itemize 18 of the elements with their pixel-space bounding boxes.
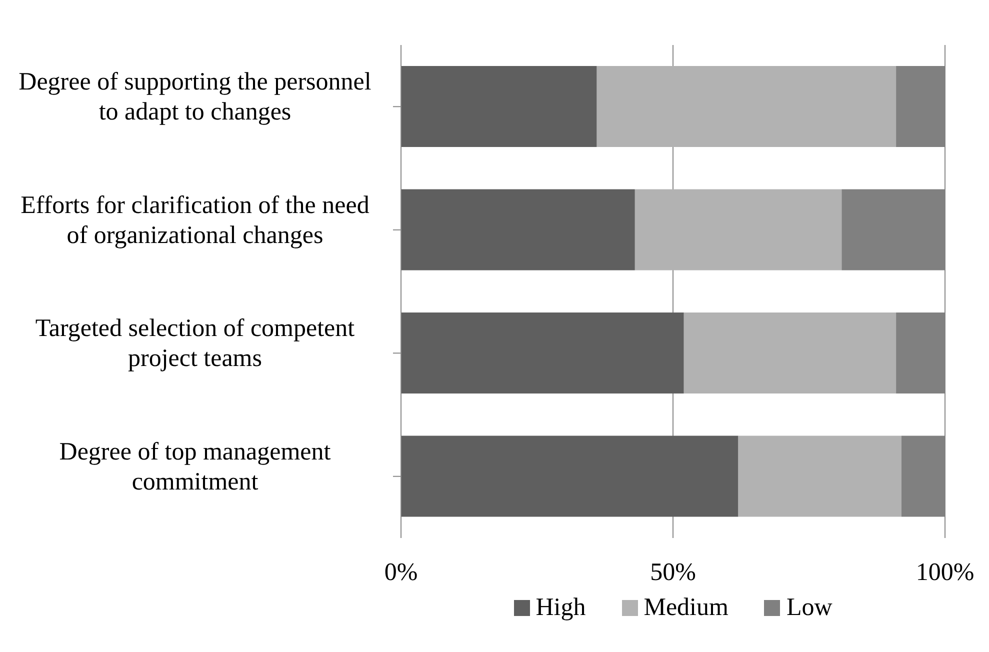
- x-tick-label: 100%: [916, 558, 974, 586]
- bar: [401, 189, 635, 270]
- bar: [738, 436, 902, 517]
- x-tick-label: 0%: [384, 558, 418, 586]
- bar: [684, 312, 896, 394]
- bar: [401, 66, 597, 147]
- legend-label: Medium: [642, 594, 728, 622]
- y-tick-label: Degree of top management commitment: [59, 438, 331, 495]
- y-tick-label: Efforts for clarification of the need of organizational changes: [20, 191, 370, 248]
- bar: [401, 436, 738, 517]
- y-tick-label: Degree of supporting the personnel to adapt to changes: [18, 68, 372, 126]
- x-tick-label: 50%: [650, 558, 696, 586]
- legend-label: Low: [785, 594, 832, 622]
- bar: [596, 66, 896, 147]
- legend-label: High: [534, 594, 586, 622]
- bar: [634, 189, 842, 270]
- bar: [401, 312, 684, 394]
- y-tick-label: Targeted selection of competent project teams: [35, 314, 355, 372]
